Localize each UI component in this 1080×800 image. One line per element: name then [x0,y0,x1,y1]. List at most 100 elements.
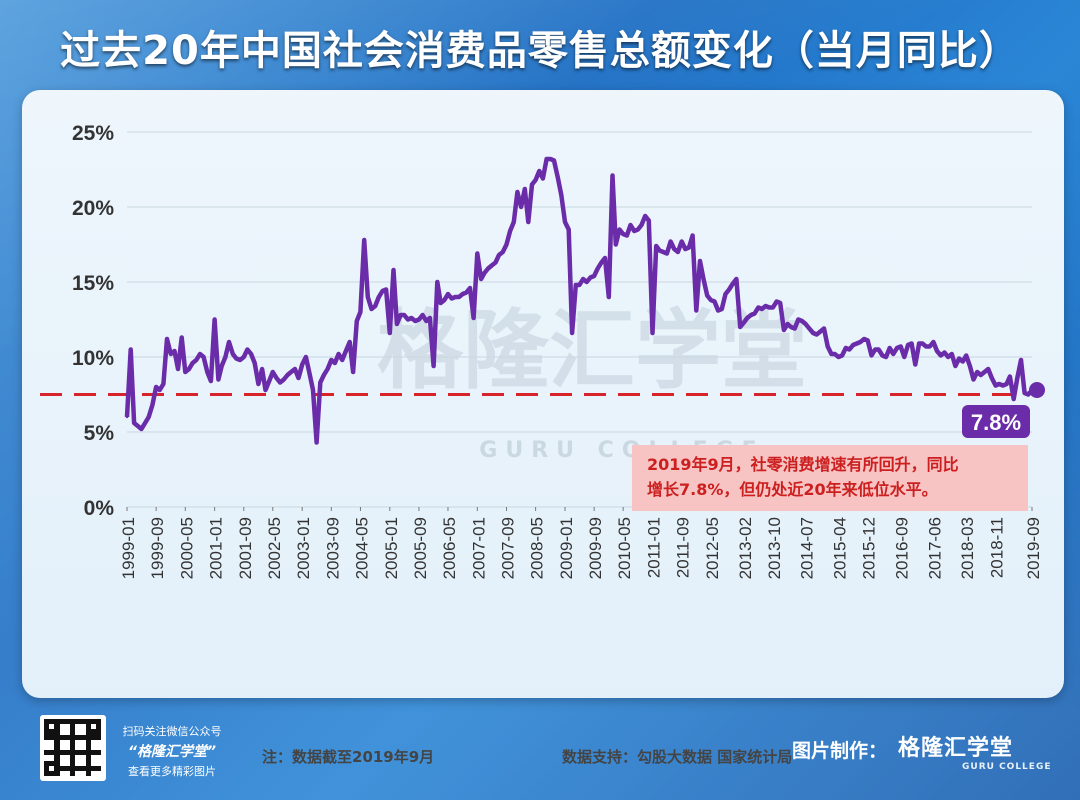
data-point [961,360,964,363]
data-point [789,325,793,329]
data-point [607,295,610,299]
data-point [311,388,315,392]
data-point [501,250,504,254]
data-point [874,348,877,351]
qr-cell [54,719,60,725]
qr-caption-line3: 查看更多精彩图片 [128,765,216,778]
data-point [165,337,169,341]
data-point [727,288,731,291]
data-point [406,318,410,321]
data-point [301,363,304,366]
data-point [330,358,333,362]
data-point [556,175,559,179]
data-point [333,361,337,365]
data-point [793,327,796,330]
x-tick-label: 2011-01 [645,517,664,578]
data-point [709,298,712,302]
data-point [217,378,220,381]
x-tick-label: 2009-01 [557,517,576,579]
data-point [454,295,457,299]
data-point [425,319,428,323]
qr-cell [44,750,50,756]
data-point [990,376,993,380]
data-point [771,306,775,309]
data-point [227,340,231,344]
x-tick-label: 2004-05 [352,517,371,579]
x-tick-label: 2009-09 [586,517,605,579]
data-point [505,243,508,246]
qr-cell [70,760,76,766]
x-tick-label: 2012-05 [703,517,722,579]
data-point [538,169,541,173]
data-point [278,381,282,384]
data-point [154,385,158,389]
data-point [147,415,150,419]
x-tick-label: 2010-05 [615,517,634,579]
data-point [946,355,950,359]
data-point [837,355,840,359]
data-point [808,327,811,330]
data-point [370,307,373,311]
data-point [629,223,632,227]
qr-cell [54,765,60,771]
latest-point-marker [1029,382,1045,398]
data-point [472,316,475,320]
data-point [600,261,603,264]
data-point [286,373,289,377]
data-point [903,355,906,359]
data-point [895,346,899,350]
y-tick-label: 25% [72,122,114,145]
qr-cell [59,750,65,756]
data-point [483,271,486,275]
data-point [954,364,957,368]
data-point [800,319,804,323]
data-point [581,277,585,281]
data-point [877,348,880,351]
qr-cell [49,734,55,740]
qr-cell [70,739,76,745]
qr-cell [49,760,55,766]
data-point [351,370,355,374]
x-tick-label: 2000-05 [177,517,196,579]
data-point [348,340,351,344]
qr-cell [54,729,60,735]
data-point [158,388,161,392]
annotation-text-line: 2019年9月，社零消费增速有所回升，同比 [647,455,959,474]
qr-cell [54,739,60,745]
data-point [443,298,446,302]
data-point [268,379,271,383]
qr-cell [85,719,91,725]
data-point [297,376,300,380]
data-point [479,277,483,281]
data-point [264,388,267,392]
data-point [731,282,735,285]
qr-cell [44,719,50,725]
x-tick-label: 1999-09 [148,517,167,579]
x-tick-label: 2015-04 [830,517,849,579]
qr-cell [75,765,81,771]
data-point [848,348,851,351]
data-point [760,307,764,311]
data-point [176,367,180,371]
data-point [706,294,709,297]
data-point [242,355,245,359]
data-point [516,190,519,194]
x-tick-label: 2008-05 [528,517,547,579]
data-point [822,327,826,330]
data-point [939,354,942,357]
data-point [319,381,322,384]
qr-cell [70,719,76,725]
qr-cell [85,734,91,740]
x-tick-label: 2003-09 [323,517,342,579]
data-point [603,256,607,260]
data-point [436,280,439,284]
data-point [490,264,493,267]
data-point [914,363,917,366]
data-point [534,178,537,182]
qr-cell [59,719,65,725]
data-point [713,300,716,303]
qr-cell [85,729,91,735]
data-point [892,352,895,356]
data-point [377,295,380,299]
qr-cell [64,734,70,740]
